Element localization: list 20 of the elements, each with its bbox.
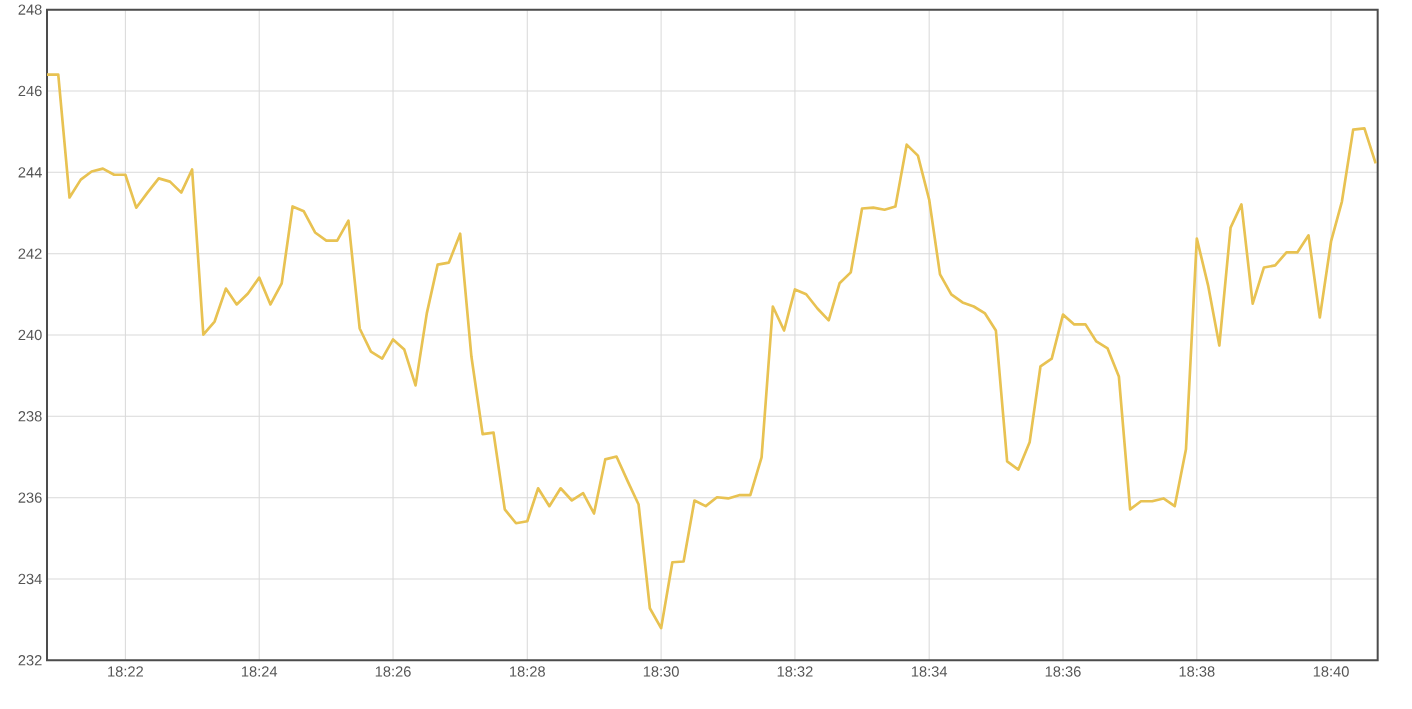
line-series — [47, 73, 1378, 630]
y-tick-label: 248 — [18, 4, 42, 15]
x-tick-label: 18:26 — [375, 666, 411, 677]
x-tick-label: 18:38 — [1179, 666, 1215, 677]
y-tick-label: 238 — [18, 410, 42, 422]
x-tick-label: 18:24 — [241, 666, 278, 677]
x-tick-label: 18:28 — [510, 666, 545, 677]
x-tick-label: 18:34 — [911, 666, 948, 677]
y-tick-label: 232 — [18, 654, 42, 666]
x-tick-label: 18:30 — [643, 666, 679, 677]
y-tick-label: 244 — [18, 167, 42, 178]
y-tick-label: 234 — [18, 573, 42, 585]
x-tick-label: 18:32 — [777, 666, 813, 677]
y-tick-label: 236 — [18, 492, 42, 503]
y-tick-label: 242 — [18, 248, 42, 259]
x-tick-label: 18:36 — [1045, 666, 1081, 677]
x-tick-label: 18:22 — [108, 666, 143, 677]
y-tick-label: 246 — [18, 85, 42, 97]
x-tick-label: 18:40 — [1313, 666, 1349, 677]
y-tick-label: 240 — [18, 329, 42, 341]
